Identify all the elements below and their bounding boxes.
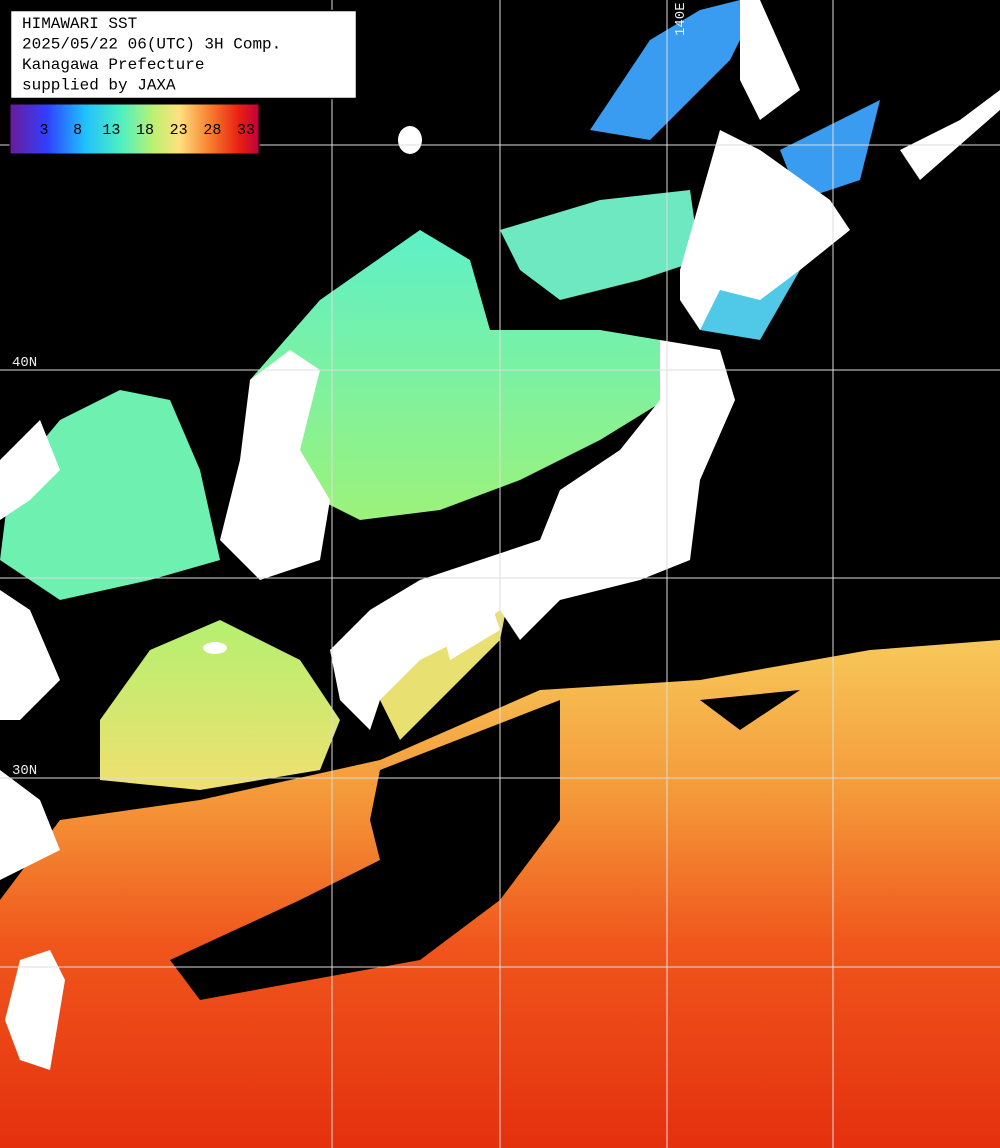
header-line: 2025/05/22 06(UTC) 3H Comp. bbox=[22, 36, 281, 54]
colorbar-label: 18 bbox=[136, 122, 154, 139]
colorbar-label: 8 bbox=[73, 122, 82, 139]
colorbar-label: 3 bbox=[39, 122, 48, 139]
lon-label: 140E bbox=[673, 2, 689, 36]
header-line: Kanagawa Prefecture bbox=[22, 56, 204, 74]
header-line: supplied by JAXA bbox=[22, 77, 176, 95]
colorbar-label: 13 bbox=[102, 122, 120, 139]
lat-label: 30N bbox=[12, 763, 37, 779]
land bbox=[0, 0, 1000, 1070]
colorbar-label: 33 bbox=[237, 122, 255, 139]
header: HIMAWARI SST 2025/05/22 06(UTC) 3H Comp. K… bbox=[22, 15, 281, 95]
header-line: HIMAWARI SST bbox=[22, 15, 137, 33]
header-box bbox=[9, 9, 358, 100]
colorbar-label: 23 bbox=[170, 122, 188, 139]
lat-label: 40N bbox=[12, 355, 37, 371]
colorbar bbox=[9, 103, 260, 155]
colorbar-labels: 3 8 13 18 23 28 33 bbox=[39, 122, 255, 139]
colorbar-label: 28 bbox=[203, 122, 221, 139]
